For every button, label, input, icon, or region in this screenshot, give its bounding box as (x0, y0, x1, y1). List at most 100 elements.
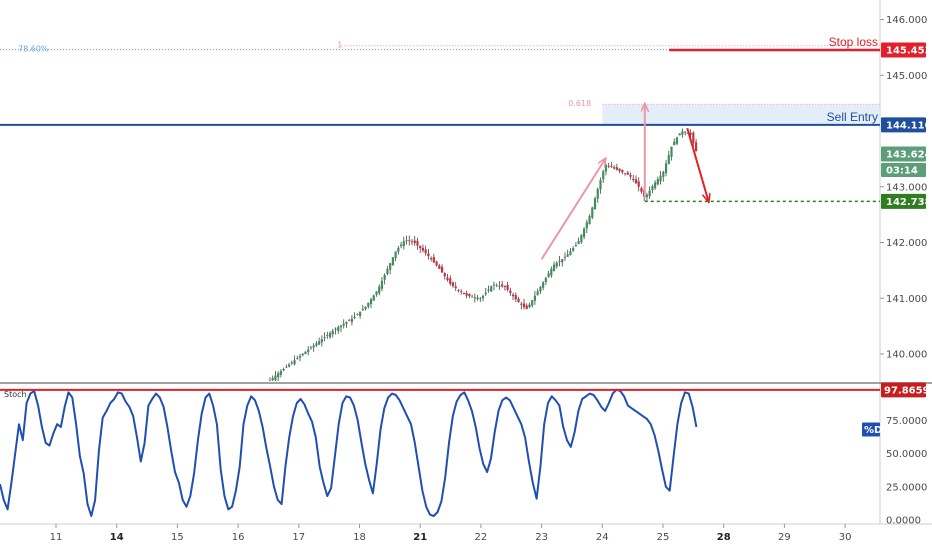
candle-body (268, 380, 272, 381)
current-price-label: 143.624 (886, 149, 932, 160)
time-tick-label: 16 (232, 532, 245, 543)
candle-body (481, 295, 485, 299)
candle-body (460, 291, 463, 293)
candle-body (465, 293, 468, 296)
candle-body (593, 198, 597, 210)
candle-body (520, 303, 523, 305)
candle-body (318, 341, 321, 345)
candle-body (582, 228, 586, 237)
candle-body (684, 132, 687, 134)
candle-body (490, 286, 493, 292)
candle-body (413, 240, 416, 244)
candle-body (495, 285, 498, 286)
candle-body (394, 251, 397, 259)
candle-body (356, 314, 359, 316)
candle-body (503, 286, 506, 288)
candle-body (656, 179, 659, 185)
candle-body (623, 173, 627, 175)
time-tick-label: 25 (657, 532, 670, 543)
candle-body (509, 290, 512, 294)
candle-body (274, 375, 277, 380)
candle-body (339, 325, 343, 328)
time-tick-label: 22 (475, 532, 488, 543)
candle-body (309, 347, 313, 349)
candle-body (610, 166, 613, 168)
stoch-level-label: 97.8659 (884, 385, 930, 396)
candle-body (566, 254, 569, 257)
stoch-ticks-group: 0.0000 25.0000 50.0000 75.0000 (886, 416, 927, 527)
candle-body (544, 277, 547, 283)
price-pane[interactable] (0, 0, 880, 382)
candle-body (449, 278, 452, 284)
candle-body (389, 263, 392, 270)
candle-body (613, 167, 616, 169)
stoch-title: Stoch (4, 390, 27, 399)
candle-body (328, 332, 332, 338)
candle-body (659, 175, 662, 182)
candle-body (323, 337, 326, 338)
arrows-group (540, 104, 709, 260)
stoch-tick-label: 25.0000 (886, 482, 927, 493)
stoch-tick-label: 75.0000 (886, 416, 927, 427)
candle-body (514, 295, 517, 300)
price-axis[interactable] (880, 0, 932, 524)
price-tick-label: 145.000 (886, 71, 927, 82)
sell-entry-price-box (881, 117, 926, 133)
candle-body (277, 373, 280, 378)
candle-body (602, 171, 605, 180)
candle-body (378, 286, 381, 294)
candle-body (492, 284, 496, 286)
stoch-series-label-box (862, 422, 880, 437)
candle-body (585, 222, 588, 229)
candle-body (369, 299, 373, 305)
candle-body (386, 269, 389, 274)
time-tick-label: 14 (110, 532, 124, 543)
candle-body (533, 295, 537, 301)
price-tick-label: 140.000 (886, 350, 927, 361)
candle-body (681, 131, 684, 135)
candle-body (511, 294, 515, 297)
candle-body (405, 240, 408, 242)
candle-body (367, 302, 370, 307)
candle-body (451, 282, 455, 287)
candle-body (577, 241, 580, 245)
candle-body (435, 261, 438, 266)
candle-body (651, 186, 654, 191)
candle-body (312, 345, 315, 348)
stoch-tick-label: 0.0000 (886, 516, 921, 527)
candle-body (416, 240, 419, 246)
candle-body (419, 245, 422, 249)
candle-body (555, 262, 558, 267)
candle-body (304, 351, 307, 354)
candle-body (572, 248, 575, 251)
candle-body (372, 295, 375, 301)
candle-body (432, 257, 435, 263)
price-tick-label: 146.000 (886, 15, 927, 26)
candle-body (675, 137, 679, 144)
fib-1-label: 1 (337, 41, 342, 50)
stoch-pane[interactable] (0, 384, 880, 524)
stoch-series-line[interactable] (0, 388, 698, 517)
candle-body (637, 181, 640, 187)
time-tick-label: 18 (353, 532, 366, 543)
candle-body (337, 327, 340, 331)
candle-body (531, 300, 534, 306)
sell-target-arrow (686, 127, 708, 201)
candle-body (408, 240, 411, 242)
candles-group (268, 128, 698, 381)
take-profit-price-label: 142.738 (886, 197, 932, 208)
take-profit-price-box (881, 193, 926, 209)
stoch-tick-label: 50.0000 (886, 449, 927, 460)
candle-body (348, 320, 351, 322)
candle-body (285, 366, 288, 368)
candle-body (440, 266, 444, 273)
time-ticks-group[interactable]: 11 14 15 16 17 18 21 22 23 24 25 28 29 30 (50, 524, 852, 543)
time-tick-label: 17 (292, 532, 305, 543)
candle-body (293, 360, 296, 365)
candle-body (476, 297, 479, 300)
candle-body (634, 179, 638, 184)
candle-body (542, 282, 545, 288)
sell-zone-band (602, 104, 880, 125)
candle-body (375, 291, 378, 295)
candle-body (350, 318, 354, 322)
